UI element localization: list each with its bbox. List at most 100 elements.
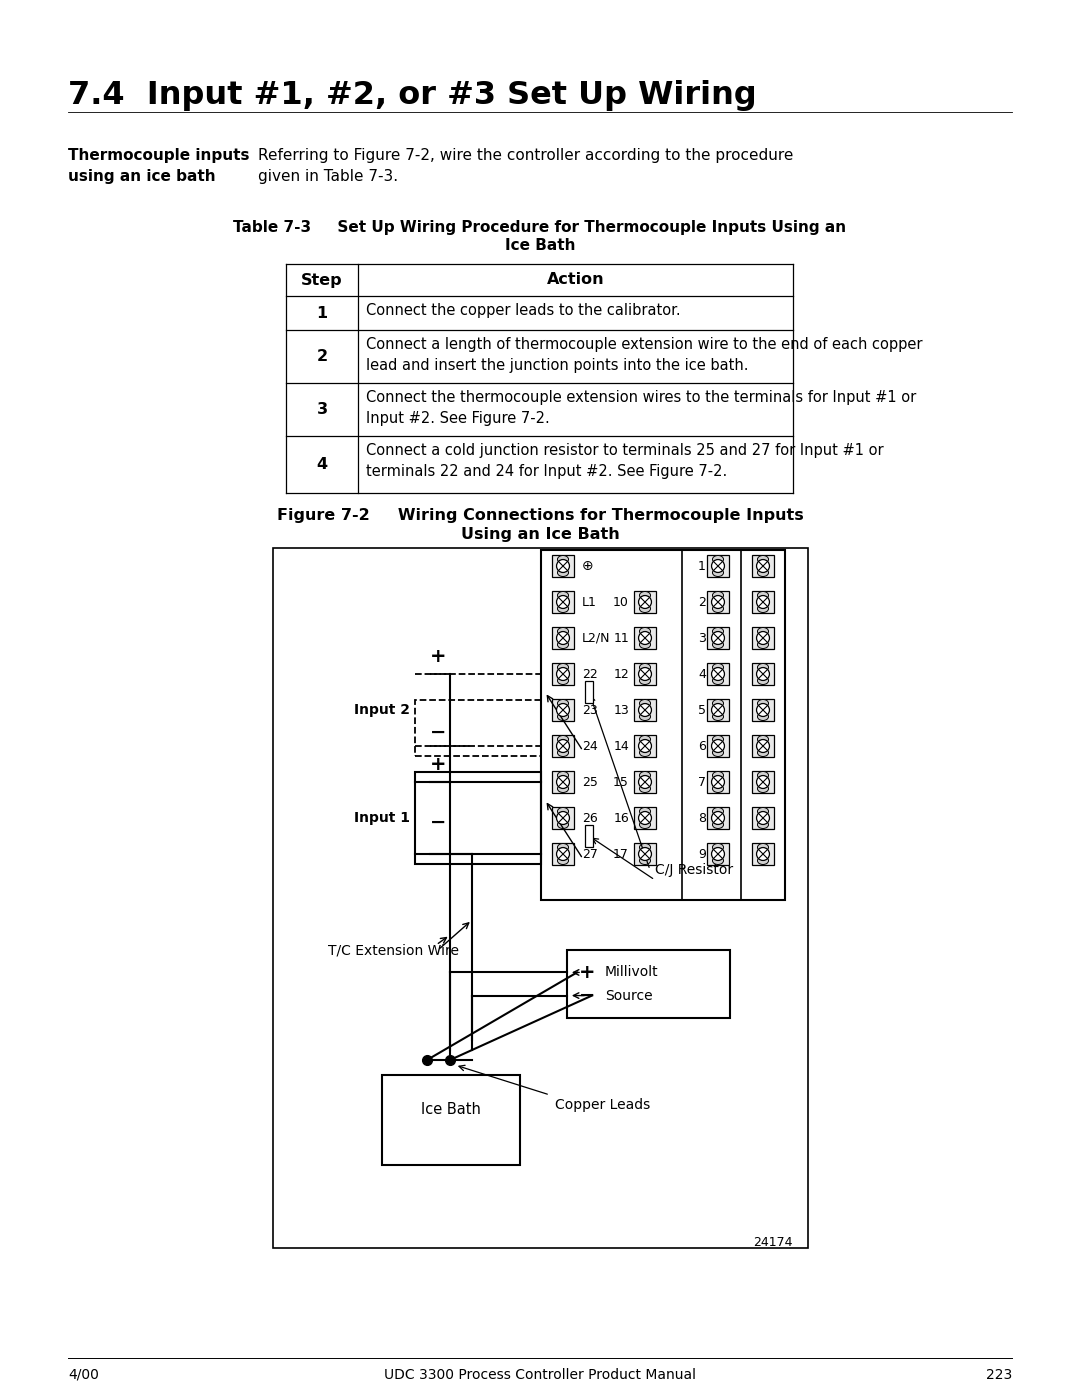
Bar xyxy=(552,664,575,685)
Text: 14: 14 xyxy=(613,739,629,753)
Ellipse shape xyxy=(757,556,769,563)
Ellipse shape xyxy=(713,821,724,828)
Ellipse shape xyxy=(639,712,650,721)
Ellipse shape xyxy=(639,627,650,636)
Bar xyxy=(415,700,541,756)
Bar xyxy=(707,627,729,650)
Text: 4/00: 4/00 xyxy=(68,1368,99,1382)
Ellipse shape xyxy=(557,676,568,685)
Circle shape xyxy=(756,704,769,717)
Ellipse shape xyxy=(757,605,769,612)
Circle shape xyxy=(638,812,651,824)
Text: Referring to Figure 7-2, wire the controller according to the procedure
given in: Referring to Figure 7-2, wire the contro… xyxy=(258,148,794,184)
Text: 9: 9 xyxy=(698,848,706,861)
Text: 7.4  Input #1, #2, or #3 Set Up Wiring: 7.4 Input #1, #2, or #3 Set Up Wiring xyxy=(68,80,757,110)
Ellipse shape xyxy=(639,807,650,816)
Ellipse shape xyxy=(713,807,724,816)
Text: Connect a cold junction resistor to terminals 25 and 27 for Input #1 or
terminal: Connect a cold junction resistor to term… xyxy=(366,443,883,479)
Bar xyxy=(707,698,729,721)
Bar xyxy=(752,807,774,828)
Ellipse shape xyxy=(757,749,769,757)
Ellipse shape xyxy=(757,569,769,577)
Ellipse shape xyxy=(557,556,568,563)
Ellipse shape xyxy=(713,627,724,636)
Circle shape xyxy=(756,775,769,788)
Bar xyxy=(634,591,656,613)
Text: 16: 16 xyxy=(613,812,629,824)
Bar xyxy=(552,735,575,757)
Text: −: − xyxy=(579,986,595,1004)
Bar xyxy=(634,842,656,865)
Bar xyxy=(585,826,593,847)
Ellipse shape xyxy=(713,771,724,780)
Text: Input 2: Input 2 xyxy=(354,703,410,717)
Text: Source: Source xyxy=(605,989,652,1003)
Bar xyxy=(707,771,729,793)
Ellipse shape xyxy=(757,676,769,685)
Ellipse shape xyxy=(713,785,724,792)
Bar xyxy=(415,773,541,863)
Ellipse shape xyxy=(557,749,568,757)
Circle shape xyxy=(712,775,725,788)
Circle shape xyxy=(756,631,769,644)
Circle shape xyxy=(756,848,769,861)
Text: 24174: 24174 xyxy=(754,1236,793,1249)
Bar xyxy=(552,627,575,650)
Ellipse shape xyxy=(713,605,724,612)
Ellipse shape xyxy=(713,749,724,757)
Circle shape xyxy=(756,812,769,824)
Text: +: + xyxy=(430,754,446,774)
Circle shape xyxy=(756,560,769,573)
Circle shape xyxy=(712,812,725,824)
Text: UDC 3300 Process Controller Product Manual: UDC 3300 Process Controller Product Manu… xyxy=(384,1368,696,1382)
Ellipse shape xyxy=(639,844,650,851)
Ellipse shape xyxy=(557,569,568,577)
Ellipse shape xyxy=(557,735,568,743)
Ellipse shape xyxy=(557,771,568,780)
Text: Connect a length of thermocouple extension wire to the end of each copper
lead a: Connect a length of thermocouple extensi… xyxy=(366,337,922,373)
Ellipse shape xyxy=(757,821,769,828)
Bar xyxy=(707,807,729,828)
Bar xyxy=(752,627,774,650)
Bar xyxy=(634,735,656,757)
Text: 15: 15 xyxy=(613,775,629,788)
Ellipse shape xyxy=(639,700,650,707)
Bar xyxy=(552,771,575,793)
Bar xyxy=(552,591,575,613)
Text: Table 7-3     Set Up Wiring Procedure for Thermocouple Inputs Using an: Table 7-3 Set Up Wiring Procedure for Th… xyxy=(233,219,847,235)
Text: 26: 26 xyxy=(582,812,597,824)
Bar xyxy=(273,548,808,1248)
Text: 3: 3 xyxy=(316,402,327,416)
Bar xyxy=(634,807,656,828)
Text: 25: 25 xyxy=(582,775,598,788)
Text: 27: 27 xyxy=(582,848,598,861)
Ellipse shape xyxy=(639,641,650,648)
Text: 6: 6 xyxy=(698,739,706,753)
Bar xyxy=(707,735,729,757)
Circle shape xyxy=(556,704,569,717)
Ellipse shape xyxy=(557,856,568,865)
Ellipse shape xyxy=(713,712,724,721)
Ellipse shape xyxy=(557,807,568,816)
Ellipse shape xyxy=(713,641,724,648)
Text: Ice Bath: Ice Bath xyxy=(421,1102,481,1118)
Bar xyxy=(634,664,656,685)
Text: 4: 4 xyxy=(316,457,327,472)
Ellipse shape xyxy=(713,556,724,563)
Text: 2: 2 xyxy=(316,349,327,365)
Circle shape xyxy=(556,848,569,861)
Bar xyxy=(752,591,774,613)
Ellipse shape xyxy=(757,591,769,599)
Ellipse shape xyxy=(557,700,568,707)
Ellipse shape xyxy=(557,664,568,671)
Circle shape xyxy=(756,595,769,609)
Text: 1: 1 xyxy=(698,560,706,573)
Ellipse shape xyxy=(713,664,724,671)
Text: ⊕: ⊕ xyxy=(582,559,594,573)
Ellipse shape xyxy=(713,735,724,743)
Bar xyxy=(707,591,729,613)
Text: 3: 3 xyxy=(698,631,706,644)
Text: +: + xyxy=(579,963,595,982)
Circle shape xyxy=(712,560,725,573)
Text: 17: 17 xyxy=(613,848,629,861)
